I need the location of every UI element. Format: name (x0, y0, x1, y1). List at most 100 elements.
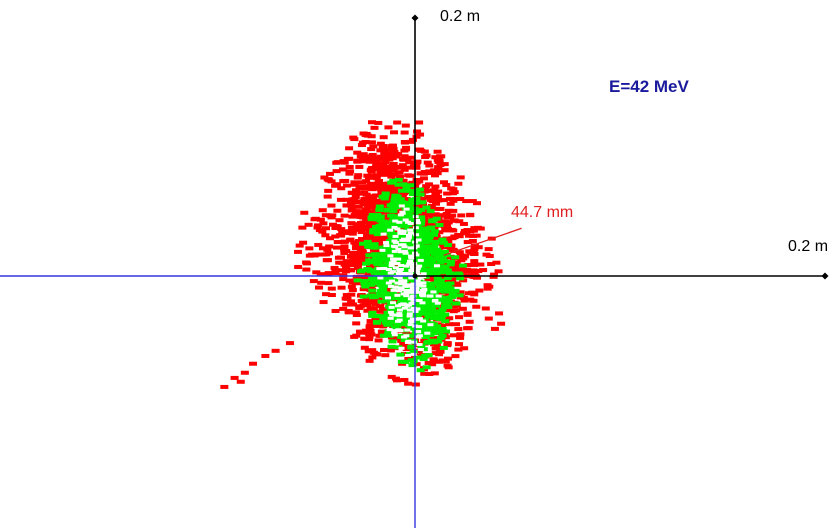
data-point-red (405, 160, 414, 165)
data-point-white (420, 319, 427, 323)
data-point-red (455, 250, 464, 255)
data-point-red (378, 181, 387, 186)
data-point-red (430, 358, 439, 363)
data-point-red (352, 243, 361, 248)
data-point-red (379, 172, 388, 177)
data-point-red-outlier (318, 208, 327, 213)
data-point-red (412, 134, 421, 139)
data-point-white (409, 317, 416, 321)
data-point-red (459, 221, 468, 226)
data-point-red (463, 240, 472, 245)
data-point-red (433, 194, 442, 199)
data-point-red (374, 120, 383, 125)
data-point-white (392, 234, 399, 238)
data-point-red (455, 219, 464, 224)
data-point-white (415, 330, 422, 334)
data-point-red (337, 233, 346, 238)
data-point-green (367, 215, 376, 220)
data-point-white (419, 301, 426, 305)
data-point-green (381, 269, 390, 274)
data-point-white (392, 285, 399, 289)
data-point-white (390, 258, 397, 262)
data-point-red (328, 213, 337, 218)
data-point-red (349, 256, 358, 261)
data-point-green (386, 203, 395, 208)
data-point-red (375, 239, 384, 244)
data-point-red (324, 251, 333, 256)
data-point-green (442, 295, 451, 300)
data-point-red (393, 120, 402, 125)
data-point-green (372, 320, 381, 325)
data-point-red (351, 227, 360, 232)
data-point-white (417, 276, 424, 280)
data-point-green (384, 331, 393, 336)
data-point-red (332, 160, 341, 165)
data-point-red (432, 236, 441, 241)
data-point-green (384, 329, 393, 334)
data-point-red (378, 144, 387, 149)
data-point-red (347, 299, 356, 304)
data-point-red (333, 240, 342, 245)
data-point-red (404, 381, 413, 386)
data-point-red (342, 259, 351, 264)
data-point-white (402, 251, 409, 255)
data-point-red (445, 255, 454, 260)
data-point-green (362, 281, 371, 286)
data-point-red (304, 222, 313, 227)
data-point-green (396, 197, 405, 202)
data-point-red (446, 201, 455, 206)
data-point-white (430, 290, 437, 294)
data-point-white (403, 264, 410, 268)
data-point-red (360, 256, 369, 261)
data-point-red-outlier (240, 370, 249, 375)
data-point-green (376, 214, 385, 219)
data-point-red (352, 281, 361, 286)
data-point-red (342, 293, 351, 298)
data-point-green (409, 349, 418, 354)
data-point-green (369, 230, 378, 235)
data-point-green (392, 217, 401, 222)
data-point-red (312, 270, 321, 275)
data-point-red (357, 230, 366, 235)
data-point-red (347, 203, 356, 208)
data-point-green (407, 344, 416, 349)
data-point-red (366, 319, 375, 324)
data-point-red-outlier (294, 264, 303, 269)
data-point-red (377, 164, 386, 169)
data-point-red (469, 228, 478, 233)
data-point-green (430, 229, 439, 234)
data-point-red (440, 180, 449, 185)
data-point-red (380, 150, 389, 155)
data-point-red (463, 326, 472, 331)
data-point-red (451, 354, 460, 359)
data-point-red (366, 181, 375, 186)
data-point-green (378, 252, 387, 257)
data-point-green (368, 313, 377, 318)
data-point-red (324, 177, 333, 182)
data-point-green (388, 223, 397, 228)
data-point-white (403, 294, 410, 298)
data-point-green (398, 322, 407, 327)
data-point-white (414, 221, 421, 225)
data-point-green (415, 322, 424, 327)
data-point-red (374, 338, 383, 343)
data-point-red (423, 170, 432, 175)
data-point-red (353, 266, 362, 271)
data-point-green (418, 328, 427, 333)
data-point-green (432, 216, 441, 221)
data-point-red (376, 304, 385, 309)
data-point-green (421, 252, 430, 257)
data-point-green (448, 294, 457, 299)
data-point-green (442, 287, 451, 292)
data-point-green (422, 258, 431, 263)
data-point-red (366, 184, 375, 189)
data-point-white (379, 248, 386, 252)
data-point-red (444, 208, 453, 213)
data-point-red (370, 222, 379, 227)
data-point-white (394, 281, 401, 285)
data-point-red (340, 213, 349, 218)
data-point-white (394, 262, 401, 266)
data-point-red (331, 183, 340, 188)
data-point-green (396, 352, 405, 357)
